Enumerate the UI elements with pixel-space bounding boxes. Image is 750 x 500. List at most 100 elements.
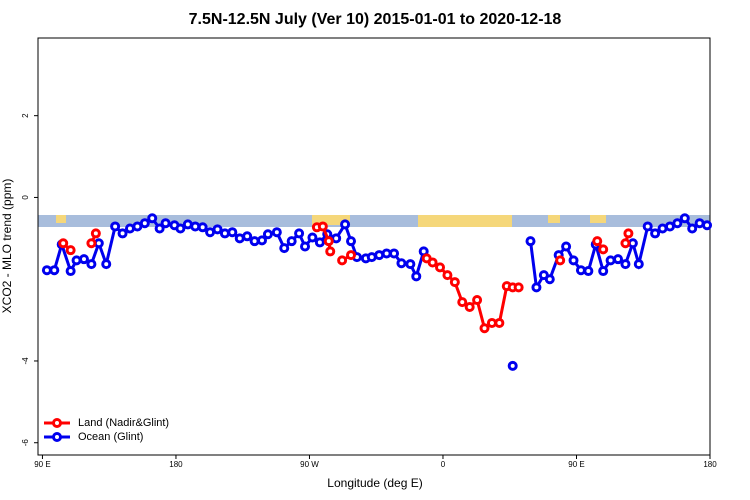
y-axis-label: XCO2 - MLO trend (ppm) (0, 179, 14, 314)
data-point (110, 221, 121, 232)
data-point (702, 220, 713, 231)
data-point (242, 231, 253, 242)
y-tick-label: -4 (21, 357, 30, 365)
data-point (49, 265, 60, 276)
data-point (132, 221, 143, 232)
data-point (561, 241, 572, 252)
data-point (175, 223, 186, 234)
data-point (613, 254, 624, 265)
data-point (271, 227, 282, 238)
data-point (101, 259, 112, 270)
data-point (323, 236, 334, 247)
data-point (664, 221, 675, 232)
data-point (317, 221, 328, 232)
data-point (300, 241, 311, 252)
data-point (154, 223, 165, 234)
data-point (337, 255, 348, 266)
data-point (212, 224, 223, 235)
x-tick-label: 180 (169, 460, 183, 469)
data-point (65, 245, 76, 256)
data-point (525, 236, 536, 247)
data-point (598, 244, 609, 255)
data-point (78, 254, 89, 265)
legend-marker (52, 432, 62, 442)
data-point (197, 222, 208, 233)
data-point (257, 235, 267, 246)
data-point (325, 246, 336, 257)
data-point (160, 218, 171, 229)
data-point (346, 236, 357, 247)
data-point (346, 250, 357, 261)
x-tick-label: 0 (441, 460, 446, 469)
data-point (307, 232, 318, 243)
data-point (568, 255, 579, 266)
data-point (442, 270, 453, 281)
legend-marker (52, 418, 62, 428)
data-point (507, 360, 518, 371)
data-point (494, 317, 505, 328)
data-point (457, 297, 468, 308)
y-tick-label: 2 (21, 113, 30, 118)
data-point (598, 266, 609, 277)
data-point (592, 236, 603, 247)
data-point (71, 255, 82, 266)
x-tick-label: 90 W (300, 460, 319, 469)
x-tick-label: 180 (703, 460, 717, 469)
data-point (449, 277, 460, 288)
data-point (583, 266, 594, 277)
data-point (642, 221, 653, 232)
x-tick-label: 90 E (568, 460, 584, 469)
data-point (294, 228, 305, 239)
x-axis-label: Longitude (deg E) (327, 476, 422, 490)
data-point (279, 243, 290, 254)
data-point (679, 213, 690, 224)
data-point (65, 266, 76, 277)
data-point (86, 259, 97, 270)
data-point (605, 255, 616, 266)
plot-frame (37, 37, 711, 456)
data-point (190, 221, 201, 232)
data-point (544, 274, 555, 285)
data-point (147, 213, 158, 224)
data-point (396, 258, 407, 269)
data-point (249, 236, 260, 247)
data-point (650, 228, 661, 239)
data-point (314, 237, 325, 248)
data-point (227, 227, 238, 238)
chart-title: 7.5N-12.5N July (Ver 10) 2015-01-01 to 2… (189, 11, 562, 28)
x-tick-label: 90 E (34, 460, 50, 469)
data-point (90, 228, 101, 239)
data-point (405, 259, 416, 270)
data-point (411, 271, 422, 282)
data-point (513, 282, 524, 293)
data-point (623, 228, 634, 239)
data-point (464, 302, 475, 313)
data-point (672, 218, 683, 229)
data-point (262, 229, 273, 240)
data-point (620, 259, 631, 270)
data-point (139, 218, 150, 229)
data-point (389, 248, 400, 259)
data-point (374, 250, 385, 261)
data-point (286, 236, 297, 247)
data-point (427, 257, 438, 268)
data-point (219, 228, 230, 239)
data-point (575, 265, 586, 276)
legend-label: Land (Nadir&Glint) (78, 417, 169, 429)
data-point (531, 282, 542, 293)
data-point (687, 223, 698, 234)
data-point (472, 295, 483, 306)
data-point (58, 238, 69, 249)
data-point (620, 238, 631, 249)
legend-label: Ocean (Glint) (78, 431, 143, 443)
y-tick-label: 0 (21, 195, 30, 200)
y-tick-label: -6 (21, 439, 30, 447)
data-point (86, 238, 97, 249)
data-point (479, 323, 490, 334)
data-point (555, 255, 566, 266)
data-point (340, 219, 351, 230)
data-point (435, 262, 446, 273)
data-point (633, 259, 644, 270)
data-point (117, 228, 128, 239)
